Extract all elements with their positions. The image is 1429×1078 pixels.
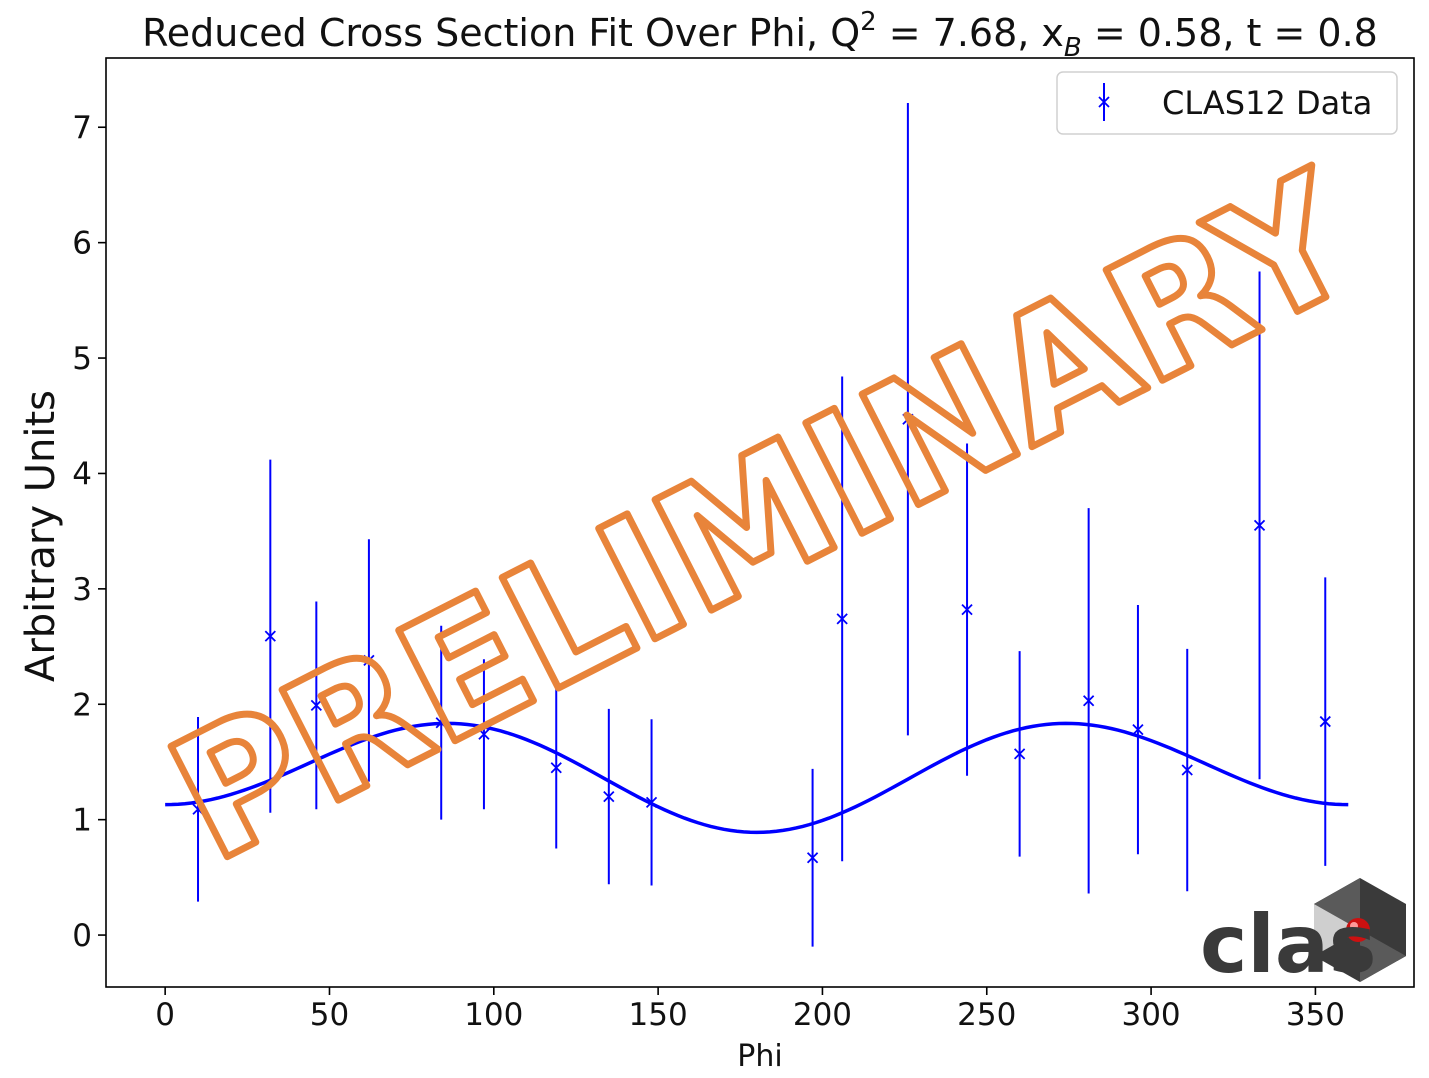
data-point-marker bbox=[310, 699, 322, 712]
clas-logo: clas bbox=[1200, 878, 1406, 991]
x-tick-label: 300 bbox=[1121, 997, 1180, 1033]
y-tick-label: 0 bbox=[72, 918, 92, 954]
x-tick-label: 50 bbox=[310, 997, 349, 1033]
data-point-marker bbox=[603, 790, 615, 803]
logo-wordmark: clas bbox=[1200, 898, 1376, 991]
data-point-marker bbox=[902, 413, 914, 425]
data-point-marker bbox=[961, 603, 973, 616]
chart-title: Reduced Cross Section Fit Over Phi, Q2 =… bbox=[142, 7, 1378, 63]
y-axis-label: Arbitrary Units bbox=[18, 390, 64, 682]
data-point-marker bbox=[1083, 695, 1095, 707]
data-point-marker bbox=[550, 762, 562, 774]
y-tick-label: 2 bbox=[72, 687, 92, 723]
data-points bbox=[192, 103, 1331, 947]
x-tick-label: 350 bbox=[1286, 997, 1345, 1033]
data-point-marker bbox=[478, 728, 490, 740]
legend-marker-x bbox=[1098, 96, 1110, 108]
legend: CLAS12 Data bbox=[1056, 71, 1398, 135]
y-tick-label: 7 bbox=[72, 110, 92, 146]
data-point-marker bbox=[645, 796, 658, 808]
plot-area-frame bbox=[105, 57, 1415, 988]
data-point-marker bbox=[192, 803, 204, 815]
data-point-marker bbox=[1013, 748, 1026, 760]
data-point-marker bbox=[1132, 724, 1144, 736]
x-tick-label: 100 bbox=[464, 997, 523, 1033]
preliminary-watermark: PRELIMINARY bbox=[142, 135, 1387, 900]
data-point-marker bbox=[363, 654, 375, 667]
data-point-marker bbox=[1181, 764, 1193, 776]
legend-label: CLAS12 Data bbox=[1162, 84, 1372, 122]
y-tick-label: 6 bbox=[72, 226, 92, 262]
x-axis: 0 50 100 150 200 250 300 350 bbox=[155, 987, 1345, 1033]
x-tick-label: 0 bbox=[155, 997, 175, 1033]
data-point-marker bbox=[1319, 715, 1331, 728]
data-point-marker bbox=[264, 630, 276, 642]
y-tick-label: 4 bbox=[72, 456, 92, 492]
x-tick-label: 200 bbox=[793, 997, 852, 1033]
y-tick-label: 3 bbox=[72, 572, 92, 608]
x-axis-label: Phi bbox=[737, 1039, 782, 1074]
data-point-marker bbox=[435, 717, 447, 729]
x-tick-label: 250 bbox=[957, 997, 1016, 1033]
y-tick-label: 1 bbox=[72, 803, 92, 839]
x-tick-label: 150 bbox=[629, 997, 688, 1033]
fit-curve bbox=[165, 721, 1349, 835]
legend-box bbox=[1056, 71, 1398, 135]
data-point-marker bbox=[1253, 519, 1266, 532]
y-axis: 0 1 2 3 4 5 6 7 bbox=[72, 110, 106, 954]
data-point-marker bbox=[836, 613, 848, 625]
y-tick-label: 5 bbox=[72, 341, 92, 377]
data-point-marker bbox=[806, 852, 819, 864]
